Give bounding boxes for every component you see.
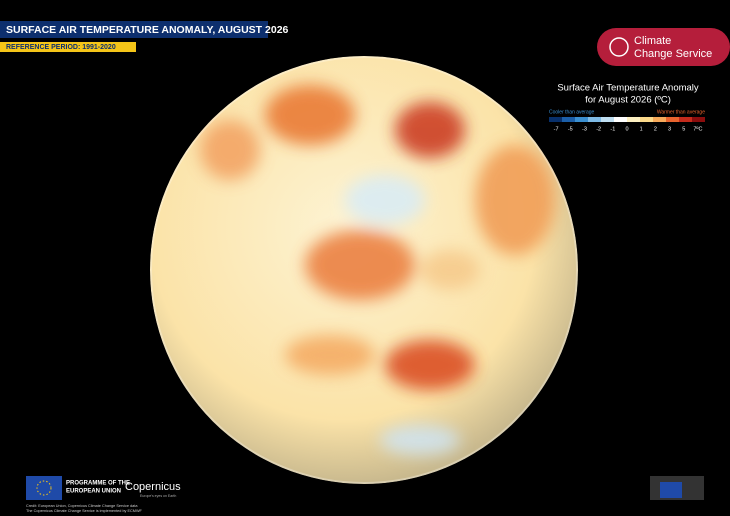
colorbar-tick: 5	[682, 126, 685, 132]
logo-text: Climate	[634, 35, 671, 47]
colorbar-segment	[640, 117, 653, 122]
colorbar-segment	[562, 117, 575, 122]
colorbar-segment	[627, 117, 640, 122]
colorbar-tick: -7	[554, 126, 559, 132]
colorbar-tick: 2	[654, 126, 657, 132]
colorbar-segment	[692, 117, 705, 122]
eu-text: PROGRAMME OF THE	[66, 481, 130, 487]
colorbar-segment	[588, 117, 601, 122]
subtitle-banner	[0, 42, 136, 52]
logo-badge	[597, 28, 730, 66]
colorbar-tick: 1	[640, 126, 643, 132]
colorbar-segment	[601, 117, 614, 122]
eu-flag	[26, 476, 62, 500]
legend-cooler: Cooler than average	[549, 109, 595, 115]
legend-title: Surface Air Temperature Anomaly	[557, 83, 699, 94]
colorbar-tick: 0	[625, 126, 628, 132]
ec-flag	[660, 482, 682, 498]
legend-warmer: Warmer than average	[657, 109, 705, 115]
title-banner	[0, 21, 268, 38]
colorbar-segment	[679, 117, 692, 122]
colorbar-segment	[575, 117, 588, 122]
subtitle: REFERENCE PERIOD: 1991-2020	[6, 44, 116, 51]
colorbar-tick: -1	[610, 126, 615, 132]
colorbar-segment	[653, 117, 666, 122]
colorbar-tick: -3	[582, 126, 587, 132]
colorbar: -7 -5 -3 -2 -1 0 1 2 3 5 7ºC	[549, 117, 705, 132]
colorbar-tick: 3	[668, 126, 671, 132]
eu-stars	[36, 480, 52, 496]
colorbar-segment	[549, 117, 562, 122]
legend-title: for August 2026 (ºC)	[585, 95, 671, 106]
colorbar-segment	[614, 117, 627, 122]
logo-text: Change Service	[634, 48, 712, 60]
title: SURFACE AIR TEMPERATURE ANOMALY, AUGUST …	[6, 24, 289, 36]
copernicus-tag: Europe's eyes on Earth	[140, 494, 176, 498]
colorbar-tick: -2	[596, 126, 601, 132]
globe	[150, 56, 578, 484]
colorbar-tick: 7ºC	[693, 125, 702, 132]
credit: Credit: European Union, Copernicus Clima…	[26, 504, 138, 508]
colorbar-tick: -5	[568, 126, 573, 132]
copernicus-logo: Copernicus	[125, 481, 181, 493]
credit: The Copernicus Climate Change Service is…	[26, 509, 143, 513]
logo-icon	[609, 37, 629, 57]
colorbar-segment	[666, 117, 679, 122]
eu-text: EUROPEAN UNION	[66, 489, 121, 495]
